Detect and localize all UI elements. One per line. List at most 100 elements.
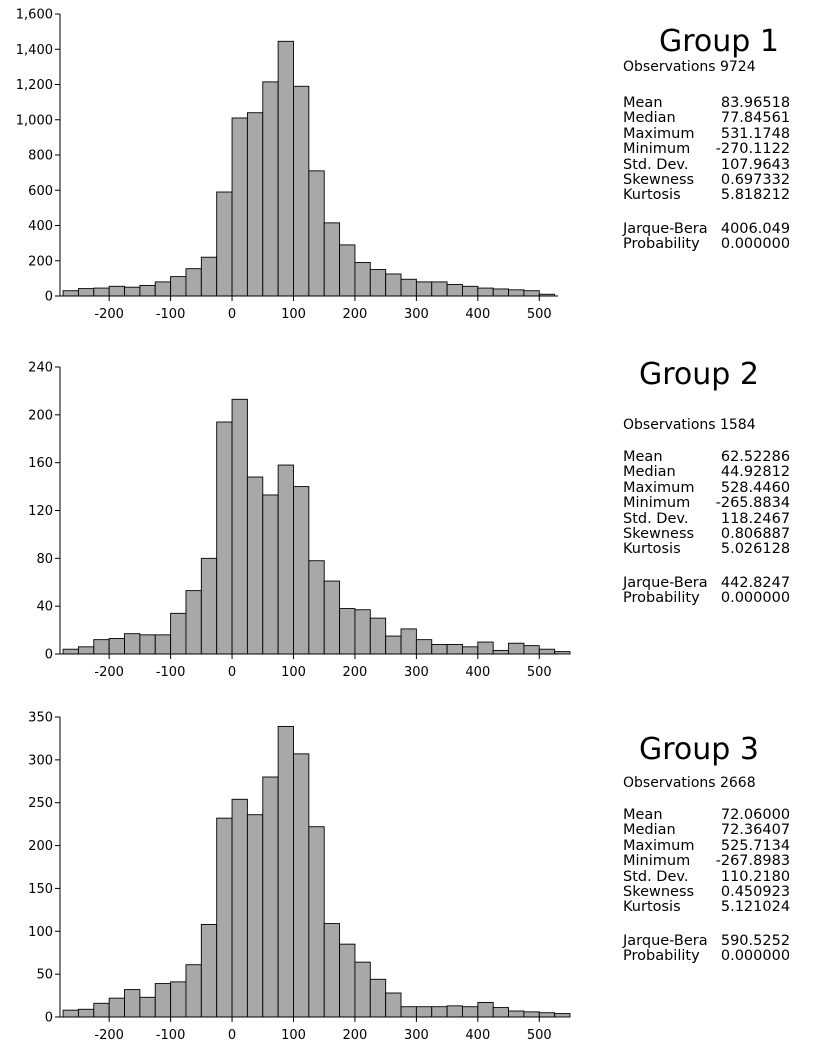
x-tick-label: 100 [281, 307, 306, 322]
stat-value: 107.9643 [720, 156, 791, 173]
x-tick-label: 100 [281, 1028, 306, 1043]
stat-value: 110.2180 [720, 868, 791, 885]
histogram-bar [369, 978, 387, 1018]
stat-value: 0.806887 [720, 526, 791, 543]
stat-value: -265.8834 [715, 495, 791, 512]
stats-rows: Mean 83.96518 Median 77.84561 Maximum 531.174… [623, 95, 791, 253]
stats-panel-group-3: Group 3 Observations 2668 Mean 72.06000 Me… [623, 733, 790, 965]
stat-label: Minimum [623, 853, 691, 870]
y-tick-label: 150 [28, 882, 53, 897]
stat-label: Std. Dev. [623, 868, 689, 885]
y-tick-label: 80 [36, 552, 53, 567]
x-tick-label: 500 [527, 1028, 552, 1043]
stat-value: 442.8247 [720, 574, 791, 591]
stat-row: Mean 62.52286 [623, 449, 791, 465]
histogram-bar [415, 1006, 433, 1018]
stat-value: 0.000000 [720, 236, 791, 253]
histogram-bar [385, 992, 402, 1018]
x-tick-label: 300 [404, 1028, 429, 1043]
y-tick-label: 200 [28, 254, 53, 269]
x-tick-label: -200 [94, 1028, 124, 1043]
histogram-bar [124, 989, 141, 1018]
histogram-bar [523, 1011, 540, 1018]
stat-row: Jarque-Bera 4006.049 [623, 221, 790, 237]
histogram-bar [154, 983, 172, 1018]
x-tick-label: 500 [527, 665, 552, 680]
stat-row: Median 44.92812 [623, 464, 791, 481]
stats-panel-group-2: Group 2 Observations 1584 Mean 62.52286 Me… [623, 358, 790, 607]
row-spacer [623, 916, 790, 934]
histogram-bar [262, 776, 279, 1018]
histogram-bar [477, 1001, 494, 1018]
histogram-bar [339, 943, 356, 1018]
histogram-bar [200, 923, 218, 1018]
stat-label: Probability [623, 236, 700, 253]
stat-row: Median 77.84561 [623, 110, 790, 126]
stat-value: 531.1748 [720, 125, 791, 142]
x-tick-label: 200 [343, 1028, 368, 1043]
stats-panel-group-1: Group 1 Observations 9724 Mean 83.96518 Me… [623, 25, 790, 253]
stat-row: Minimum -270.1122 [623, 141, 791, 158]
stat-value: 5.026128 [720, 541, 791, 558]
x-tick-label: 0 [228, 1028, 236, 1043]
y-tick-label: 400 [28, 219, 53, 234]
stat-label: Minimum [623, 141, 691, 158]
stat-label: Maximum [623, 837, 695, 854]
stat-value: 44.92812 [720, 464, 791, 481]
stat-row: Probability 0.000000 [623, 590, 790, 606]
y-tick-label: 1,600 [16, 8, 53, 23]
stat-row: Maximum 525.7134 [623, 837, 790, 854]
histogram-bar [185, 964, 202, 1018]
stat-row: Maximum 531.1748 [623, 125, 791, 142]
x-tick-label: 400 [465, 665, 490, 680]
y-tick-label: 100 [28, 925, 53, 940]
row-spacer [623, 558, 790, 576]
stat-label: Kurtosis [623, 541, 681, 558]
stat-label: Mean [623, 807, 663, 823]
stat-row: Jarque-Bera 442.8247 [623, 574, 791, 591]
y-tick-label: 50 [36, 968, 53, 983]
histogram-bar [246, 814, 264, 1018]
stat-row: Std. Dev. 107.9643 [623, 156, 791, 173]
histogram-bar [492, 1007, 510, 1018]
stat-row: Median 72.36407 [623, 822, 790, 839]
stat-label: Median [623, 822, 676, 839]
stat-value: 0.450923 [720, 884, 791, 901]
x-tick-label: -200 [94, 307, 124, 322]
y-tick-label: 160 [28, 456, 53, 471]
y-tick-label: 120 [28, 504, 53, 519]
histogram-bar [508, 1010, 525, 1018]
stat-value: 5.121024 [720, 899, 791, 916]
y-tick-label: 350 [28, 711, 53, 726]
stat-label: Mean [623, 449, 663, 465]
stat-value: -270.1122 [715, 141, 791, 158]
stat-label: Jarque-Bera [623, 574, 708, 591]
stat-row: Skewness 0.806887 [623, 526, 791, 543]
x-tick-label: -100 [156, 665, 186, 680]
x-tick-label: 500 [527, 307, 552, 322]
y-tick-label: 0 [45, 290, 53, 305]
stat-label: Skewness [623, 884, 695, 901]
stat-label: Median [623, 464, 676, 481]
y-tick-label: 300 [28, 753, 53, 768]
x-tick-label: 400 [465, 1028, 490, 1043]
histogram-bar [554, 1013, 571, 1018]
stat-value: 0.697332 [720, 172, 791, 189]
histogram-bar [308, 826, 325, 1018]
stat-row: Minimum -267.8983 [623, 853, 790, 870]
stat-row: Skewness 0.697332 [623, 172, 791, 189]
observations-label: Observations 2668 [623, 775, 756, 791]
stat-value: 83.96518 [720, 95, 791, 111]
histogram-bar [462, 1006, 479, 1018]
histogram-bar [431, 1006, 448, 1018]
stat-label: Skewness [623, 526, 695, 543]
y-tick-label: 1,000 [16, 113, 53, 128]
stat-row: Skewness 0.450923 [623, 884, 791, 901]
stat-value: 5.818212 [720, 187, 791, 204]
observations-label: Observations 1584 [623, 417, 756, 433]
y-tick-label: 0 [45, 648, 53, 663]
histogram-bar [323, 923, 341, 1018]
x-tick-label: 0 [228, 665, 236, 680]
stat-value: 62.52286 [720, 449, 791, 465]
